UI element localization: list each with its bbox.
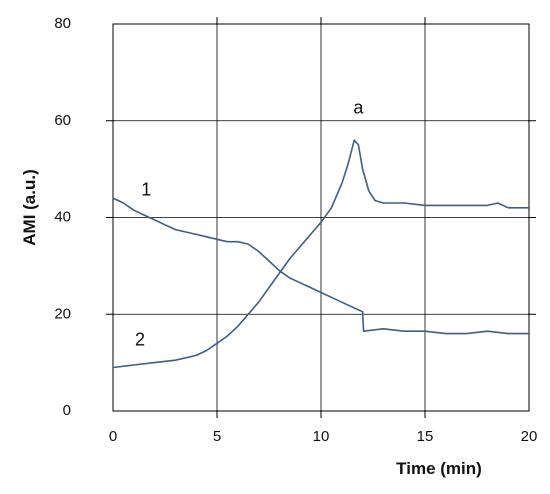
- y-tick-label: 60: [54, 112, 71, 129]
- y-tick-label: 20: [54, 305, 71, 322]
- grid-lines: [113, 24, 529, 411]
- axis-ticks: [106, 17, 536, 418]
- x-tick-label: 10: [313, 428, 330, 445]
- x-axis-title: Time (min): [396, 459, 482, 478]
- annotation-label: 1: [141, 180, 151, 200]
- y-axis-title: AMI (a.u.): [20, 169, 39, 246]
- annotation-label: 2: [135, 330, 145, 350]
- x-tick-label: 5: [213, 428, 221, 445]
- annotation-label: a: [353, 97, 364, 117]
- y-tick-label: 80: [54, 15, 71, 32]
- series-layer: [112, 139, 529, 369]
- tick-labels: 0 5 10 15 20 0 20 40 60 80: [54, 15, 537, 445]
- x-tick-label: 20: [521, 428, 538, 445]
- series-line-1: [112, 197, 529, 335]
- annotations: a 1 2: [135, 97, 364, 349]
- x-tick-label: 0: [109, 428, 117, 445]
- y-tick-label: 0: [63, 402, 71, 419]
- series-line-2: [112, 139, 529, 369]
- x-tick-label: 15: [417, 428, 434, 445]
- y-tick-label: 40: [54, 209, 71, 226]
